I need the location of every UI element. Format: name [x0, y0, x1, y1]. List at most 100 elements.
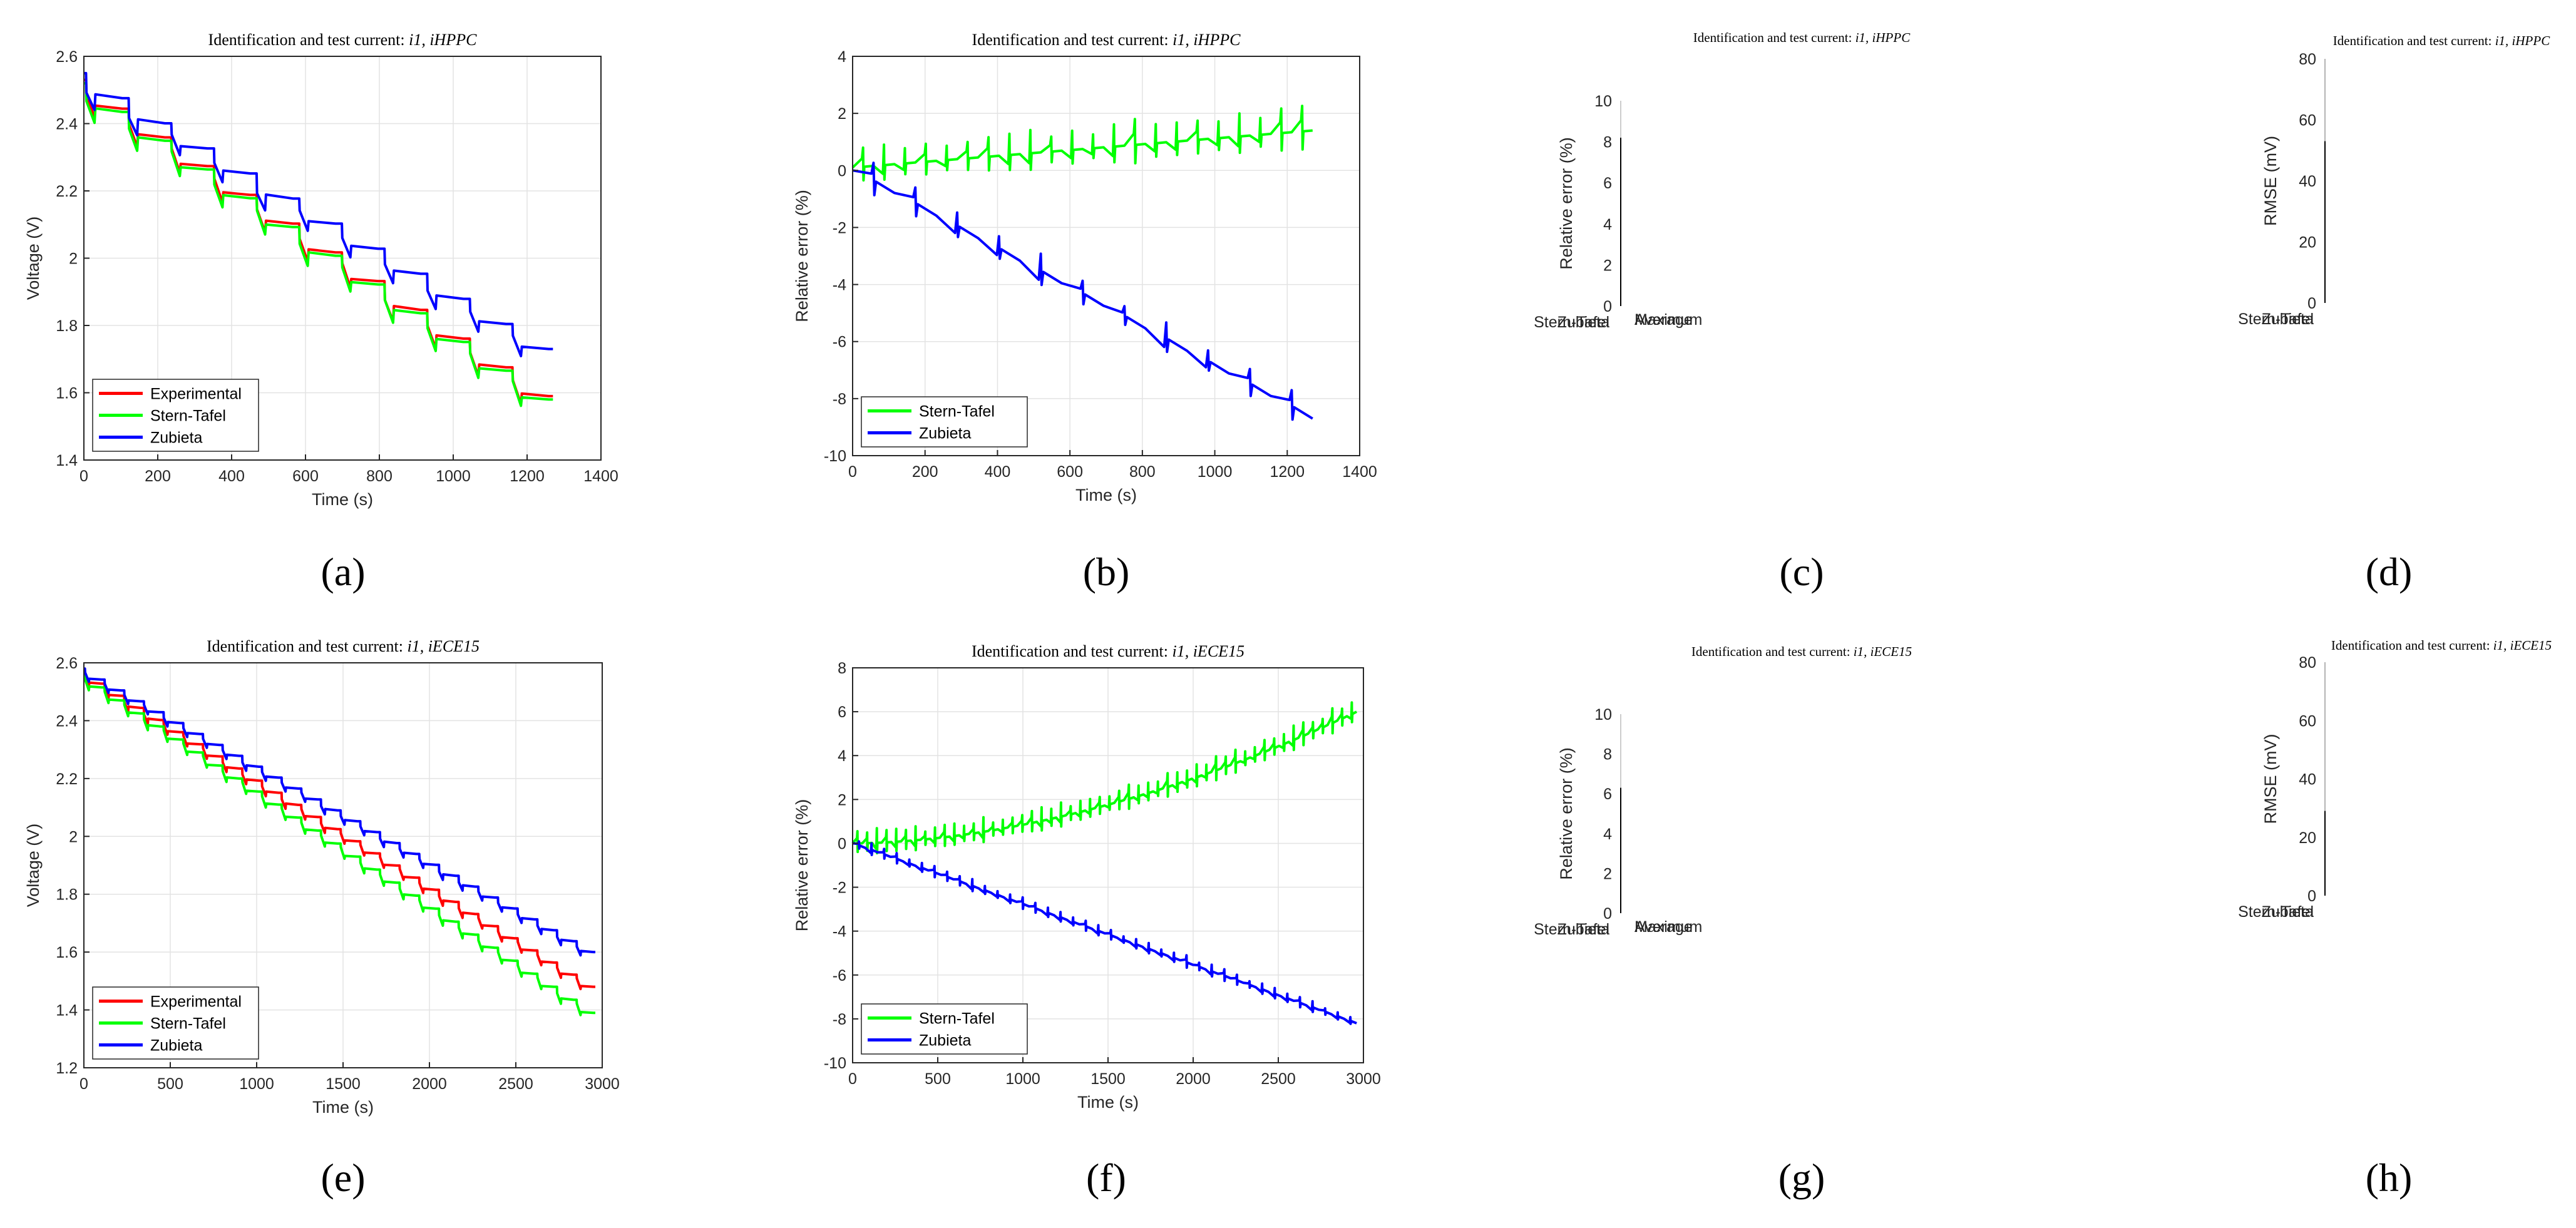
x-tick-label: 1000 [1198, 463, 1233, 481]
z-tick-label: 10 [1594, 93, 1612, 110]
z-tick-label: 0 [2307, 888, 2316, 905]
legend-entry: Zubieta [150, 1037, 202, 1055]
x-tick-label: 800 [1129, 463, 1156, 481]
y-tick-label: -10 [824, 1055, 846, 1072]
col-label: Maximum [1634, 918, 1702, 936]
y-tick-label: -4 [833, 923, 846, 941]
x-tick-label: 1000 [1005, 1070, 1040, 1088]
x-tick-label: 0 [80, 1075, 88, 1093]
panel-caption: (b) [1083, 550, 1130, 594]
y-tick-label: 0 [838, 835, 846, 852]
y-tick-label: 1.4 [56, 452, 78, 469]
panel-caption: (f) [1086, 1155, 1126, 1200]
y-tick-label: -6 [833, 967, 846, 985]
x-tick-label: 200 [912, 463, 938, 481]
y-tick-label: -8 [833, 391, 846, 408]
y-tick-label: -2 [833, 879, 846, 897]
z-tick-label: 2 [1603, 257, 1612, 274]
z-tick-label: 4 [1603, 216, 1612, 233]
z-tick-label: 20 [2299, 829, 2316, 847]
panel-caption: (c) [1779, 550, 1824, 594]
legend: Experimental Stern-Tafel Zubieta [92, 379, 259, 452]
y-tick-label: 1.4 [56, 1002, 78, 1020]
legend-entry: Stern-Tafel [150, 407, 226, 425]
x-axis-label: Time (s) [312, 1098, 374, 1117]
z-tick-label: 80 [2299, 654, 2316, 672]
series-line-zubieta [83, 667, 595, 957]
x-tick-label: 500 [157, 1075, 183, 1093]
row-label: Stern-Tafel [1534, 314, 1609, 331]
legend-entry: Experimental [150, 386, 242, 403]
chart-title: Identification and test current: i1, iHP… [2333, 33, 2550, 48]
x-tick-label: 1000 [239, 1075, 274, 1093]
chart-title: Identification and test current: i1, iEC… [1691, 644, 1912, 659]
x-tick-label: 600 [1057, 463, 1083, 481]
legend-entry: Zubieta [919, 425, 971, 443]
chart-title: Identification and test current: i1, iHP… [1693, 30, 1911, 45]
col-label: Average [1634, 311, 1693, 329]
z-tick-label: 2 [1603, 865, 1612, 883]
z-tick-label: 20 [2299, 234, 2316, 252]
chart-title: Identification and test current: i1, iEC… [972, 642, 1244, 660]
y-tick-label: 2.2 [56, 770, 78, 788]
x-tick-label: 1200 [510, 468, 545, 485]
x-tick-label: 0 [848, 1070, 857, 1088]
row-label: Zubieta [1557, 921, 1609, 938]
y-tick-label: 1.8 [56, 317, 78, 335]
y-tick-label: -4 [833, 277, 846, 294]
y-tick-label: 2 [838, 105, 846, 123]
y-tick-label: 6 [838, 704, 846, 721]
legend-entry: Stern-Tafel [919, 403, 995, 421]
y-tick-label: 1.8 [56, 886, 78, 904]
row-label: Zubieta [2262, 903, 2314, 921]
row-label: Zubieta [2262, 310, 2314, 328]
legend: Stern-Tafel Zubieta [861, 396, 1028, 448]
z-tick-label: 0 [2307, 295, 2316, 312]
x-tick-label: 1500 [1090, 1070, 1126, 1088]
series-line-zubieta [852, 840, 1357, 1025]
x-tick-label: 1200 [1270, 463, 1305, 481]
z-tick-label: 8 [1603, 746, 1612, 764]
line-chart-0: 0 200 400 600 800 1000 1200 1400 1.4 1.6 1.8 2 2.2 2.… [24, 31, 618, 509]
y-tick-label: -6 [833, 334, 846, 351]
y-axis-label: Relative error (%) [793, 190, 811, 322]
x-tick-label: 800 [366, 468, 393, 485]
y-tick-label: 2 [69, 250, 78, 268]
y-axis-label: Voltage (V) [24, 824, 43, 908]
y-tick-label: 2.6 [56, 655, 78, 672]
y-tick-label: 2 [69, 828, 78, 846]
x-tick-label: 1500 [326, 1075, 361, 1093]
z-tick-label: 80 [2299, 51, 2316, 68]
x-axis-label: Time (s) [1077, 1093, 1139, 1112]
y-tick-label: 2.4 [56, 712, 78, 730]
y-tick-label: 2 [838, 791, 846, 809]
z-tick-label: 6 [1603, 785, 1612, 803]
x-tick-label: 2000 [412, 1075, 447, 1093]
z-tick-label: 0 [1603, 905, 1612, 923]
x-tick-label: 400 [985, 463, 1011, 481]
line-chart-4: 0 500 1000 1500 2000 2500 3000 1.2 1.4 1.6 1.8 2 2.2… [24, 637, 620, 1117]
z-tick-label: 60 [2299, 712, 2316, 730]
z-tick-label: 60 [2299, 112, 2316, 130]
legend-box [861, 1003, 1028, 1055]
z-axis-label: Relative error (%) [1557, 747, 1576, 880]
z-axis-label: RMSE (mV) [2261, 734, 2280, 824]
z-tick-label: 0 [1603, 298, 1612, 315]
chart-title: Identification and test current: i1, iEC… [207, 637, 480, 655]
series-line-stern-tafel [851, 701, 1358, 855]
legend-entry: Stern-Tafel [919, 1010, 995, 1028]
z-axis-label: Relative error (%) [1557, 137, 1576, 270]
y-tick-label: 4 [838, 48, 846, 66]
y-axis-label: Relative error (%) [793, 799, 811, 932]
y-tick-label: -8 [833, 1011, 846, 1028]
plot-area [853, 56, 1360, 456]
y-tick-label: 0 [838, 162, 846, 180]
z-tick-label: 40 [2299, 771, 2316, 789]
panel-caption: (e) [321, 1155, 365, 1200]
legend: Stern-Tafel Zubieta [861, 1003, 1028, 1055]
legend-entry: Zubieta [919, 1032, 971, 1050]
